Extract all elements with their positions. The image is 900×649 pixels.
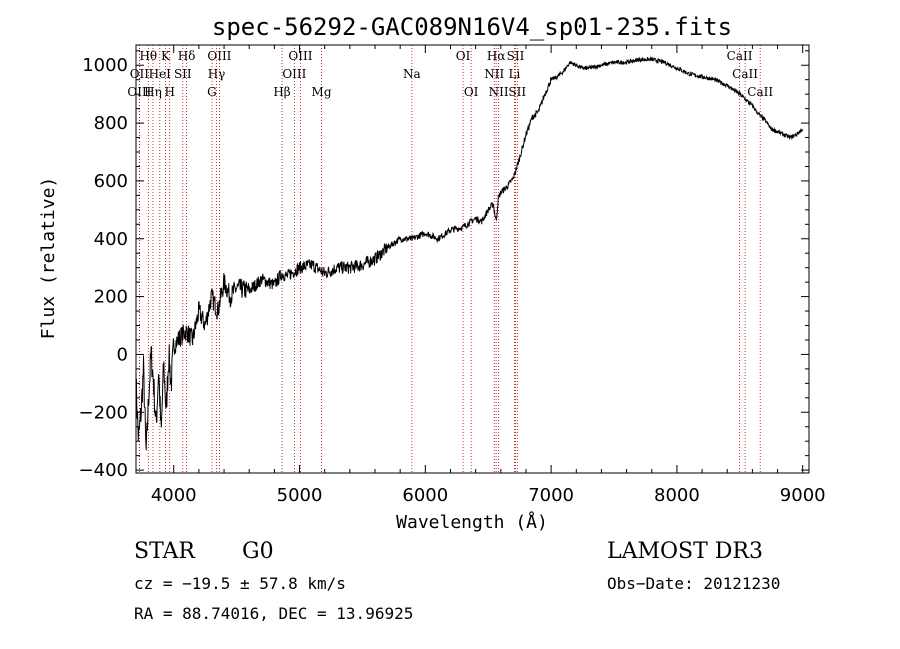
line-marker-label: SII	[508, 85, 526, 99]
line-marker-label: OII	[130, 67, 150, 81]
survey-label: LAMOST DR3	[607, 539, 763, 564]
y-tick-label: 800	[94, 113, 128, 134]
line-marker-label: Na	[403, 67, 421, 81]
x-tick-label: 7000	[528, 485, 574, 506]
line-marker-label: CaII	[732, 67, 758, 81]
line-marker-label: HeI	[149, 67, 172, 81]
line-marker-label: SII	[507, 49, 525, 63]
x-axis-label: Wavelength (Å)	[396, 511, 548, 533]
line-marker-label: Li	[508, 67, 520, 81]
line-marker-label: SII	[174, 67, 192, 81]
line-marker-label: OIII	[282, 67, 306, 81]
line-marker-label: CaII	[727, 49, 753, 63]
x-axis-ticks: 4000 5000 6000 7000 8000 9000	[151, 45, 826, 506]
line-marker-label: G	[207, 85, 217, 99]
x-tick-label: 4000	[151, 485, 197, 506]
y-tick-label: −400	[79, 460, 128, 481]
x-tick-label: 6000	[402, 485, 448, 506]
line-marker-label: OI	[464, 85, 479, 99]
line-marker-label: NII	[489, 85, 509, 99]
y-tick-label: −200	[79, 402, 128, 423]
obs-date-label: Obs−Date: 20121230	[607, 574, 781, 593]
y-axis-ticks: −400 −200 0 200 400 600 800 1000	[79, 50, 809, 481]
coordinates-label: RA = 88.74016, DEC = 13.96925	[134, 604, 414, 623]
y-tick-label: 400	[94, 229, 128, 250]
classification-label: STAR	[134, 539, 195, 564]
line-marker-label: CaII	[747, 85, 773, 99]
line-marker-label: OIII	[207, 49, 231, 63]
line-marker-label: Hγ	[208, 67, 226, 81]
x-tick-label: 5000	[277, 485, 323, 506]
line-marker-label: Hη	[144, 85, 162, 99]
line-marker-label: Hδ	[178, 49, 196, 63]
x-tick-label: 9000	[780, 485, 826, 506]
line-marker-label: NII	[484, 67, 504, 81]
chart-title: spec-56292-GAC089N16V4_sp01-235.fits	[212, 13, 732, 41]
line-marker-label: K	[161, 49, 171, 63]
subclass-label: G0	[242, 539, 274, 564]
line-marker-label: OIII	[127, 85, 151, 99]
redshift-label: cz = −19.5 ± 57.8 km/s	[134, 574, 346, 593]
emission-line-markers	[138, 45, 761, 473]
line-marker-label: Hθ	[139, 49, 157, 63]
y-tick-label: 600	[94, 171, 128, 192]
y-axis-label: Flux (relative)	[38, 177, 59, 340]
x-tick-label: 8000	[654, 485, 700, 506]
line-marker-label: Hβ	[273, 85, 290, 99]
line-marker-label: H	[164, 85, 174, 99]
y-tick-label: 200	[94, 287, 128, 308]
y-tick-label: 0	[117, 344, 128, 365]
line-marker-label: Mg	[312, 85, 332, 99]
line-marker-label: OIII	[288, 49, 312, 63]
line-marker-label: OI	[456, 49, 471, 63]
flux-series-line	[135, 56, 803, 451]
y-tick-label: 1000	[82, 55, 128, 76]
line-marker-label: Hα	[487, 49, 506, 63]
plot-frame	[135, 44, 810, 474]
